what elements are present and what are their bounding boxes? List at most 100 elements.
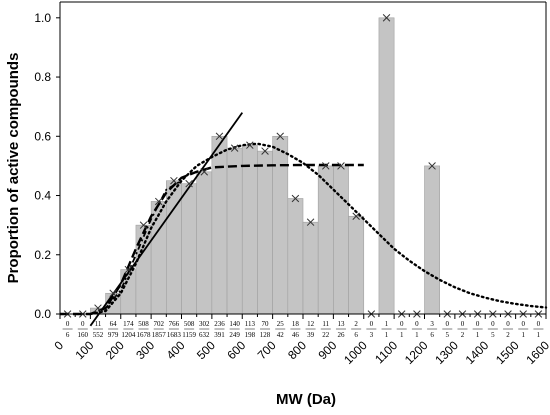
- marker-21: [382, 14, 391, 22]
- bar-16: [302, 221, 319, 315]
- y-tick-label: 0.0: [34, 307, 51, 321]
- x-tick-label: 300: [133, 338, 157, 362]
- marker-12: [246, 141, 254, 149]
- x-tick-label: 500: [194, 338, 218, 362]
- y-tick-label: 0.4: [34, 189, 51, 203]
- x-tick-label: 1300: [432, 338, 461, 367]
- count-active-label: 0: [537, 320, 541, 328]
- y-tick-label: 0.8: [34, 70, 51, 84]
- count-total-label: 1204: [121, 331, 136, 339]
- count-total-label: 1683: [167, 331, 182, 339]
- count-total-label: 632: [199, 331, 210, 339]
- x-axis-title: MW (Da): [276, 391, 336, 408]
- x-tick-label: 1200: [402, 338, 431, 367]
- x-tick-label: 1000: [341, 338, 370, 367]
- count-active-label: 70: [262, 320, 270, 328]
- count-total-label: 46: [292, 331, 300, 339]
- count-total-label: 1159: [182, 331, 196, 339]
- count-total-label: 6: [430, 331, 434, 339]
- marker-4: [124, 265, 133, 274]
- y-axis-title: Proportion of active compounds: [5, 53, 22, 284]
- count-active-label: 13: [337, 320, 345, 328]
- bar-5: [135, 224, 152, 315]
- count-total-label: 5: [446, 331, 450, 339]
- count-active-label: 18: [292, 320, 300, 328]
- x-tick-label: 400: [164, 338, 188, 362]
- count-active-label: 11: [322, 320, 329, 328]
- count-active-label: 0: [400, 320, 404, 328]
- curve-dotted: [89, 142, 548, 316]
- marker-2: [94, 304, 102, 312]
- count-total-label: 1: [521, 331, 525, 339]
- bar-6: [150, 201, 167, 315]
- count-total-label: 3: [370, 331, 374, 339]
- y-tick-label: 0.6: [34, 129, 51, 143]
- count-active-label: 113: [245, 320, 256, 328]
- marker-9: [200, 168, 209, 176]
- count-active-label: 702: [153, 320, 164, 328]
- x-tick-label: 700: [255, 338, 279, 362]
- count-active-label: 0: [476, 320, 480, 328]
- count-active-label: 508: [138, 320, 149, 328]
- y-tick-label: 1.0: [34, 11, 51, 25]
- bar-19: [348, 215, 365, 315]
- count-total-label: 1: [476, 331, 480, 339]
- count-active-label: 0: [446, 320, 450, 328]
- count-total-label: 1: [415, 331, 419, 339]
- bar-10: [211, 135, 228, 315]
- x-tick-label: 0: [51, 338, 66, 353]
- marker-16: [306, 218, 315, 226]
- count-total-label: 1678: [137, 331, 152, 339]
- bar-24: [424, 165, 440, 315]
- bar-18: [333, 165, 349, 315]
- x-tick-label: 100: [72, 338, 96, 362]
- marker-3: [109, 289, 117, 298]
- marker-14: [276, 132, 284, 141]
- marker-13: [261, 147, 269, 155]
- count-active-label: 11: [95, 320, 102, 328]
- count-active-label: 236: [214, 320, 225, 328]
- x-tick-label: 1400: [463, 338, 492, 367]
- bars-layer: [90, 17, 440, 315]
- x-tick-label: 600: [224, 338, 248, 362]
- count-active-label: 140: [229, 320, 240, 328]
- count-total-label: 198: [245, 331, 256, 339]
- y-tick-label: 0.2: [34, 248, 51, 262]
- count-total-label: 42: [277, 331, 285, 339]
- marker-6: [154, 197, 163, 206]
- count-active-label: 64: [110, 320, 118, 328]
- marker-5: [139, 221, 148, 229]
- count-active-label: 302: [199, 320, 210, 328]
- marker-24: [428, 162, 436, 170]
- bar-13: [257, 150, 273, 315]
- count-total-label: 1: [537, 331, 541, 339]
- count-active-label: 25: [277, 320, 285, 328]
- bar-15: [287, 198, 304, 315]
- marker-19: [352, 212, 360, 221]
- count-total-label: 249: [229, 331, 240, 339]
- marker-17: [322, 162, 330, 170]
- count-total-label: 1: [400, 331, 404, 339]
- count-active-label: 0: [521, 320, 525, 328]
- count-total-label: 2: [506, 331, 510, 339]
- x-tick-label: 200: [103, 338, 127, 362]
- count-total-label: 26: [337, 331, 345, 339]
- count-total-label: 6: [66, 331, 70, 339]
- count-total-label: 39: [307, 331, 315, 339]
- count-active-label: 0: [66, 320, 70, 328]
- count-total-label: 160: [78, 331, 89, 339]
- count-active-label: 0: [461, 320, 465, 328]
- markers-layer: [63, 14, 543, 318]
- count-active-label: 508: [184, 320, 195, 328]
- marker-15: [291, 194, 300, 203]
- count-total-label: 2: [461, 331, 465, 339]
- x-tick-label: 1500: [493, 338, 522, 367]
- count-active-label: 3: [430, 320, 434, 328]
- count-active-label: 0: [415, 320, 419, 328]
- bar-21: [378, 17, 395, 315]
- count-total-label: 128: [260, 331, 271, 339]
- x-tick-label: 800: [285, 338, 309, 362]
- count-active-label: 0: [506, 320, 510, 328]
- x-tick-label: 1600: [523, 338, 550, 367]
